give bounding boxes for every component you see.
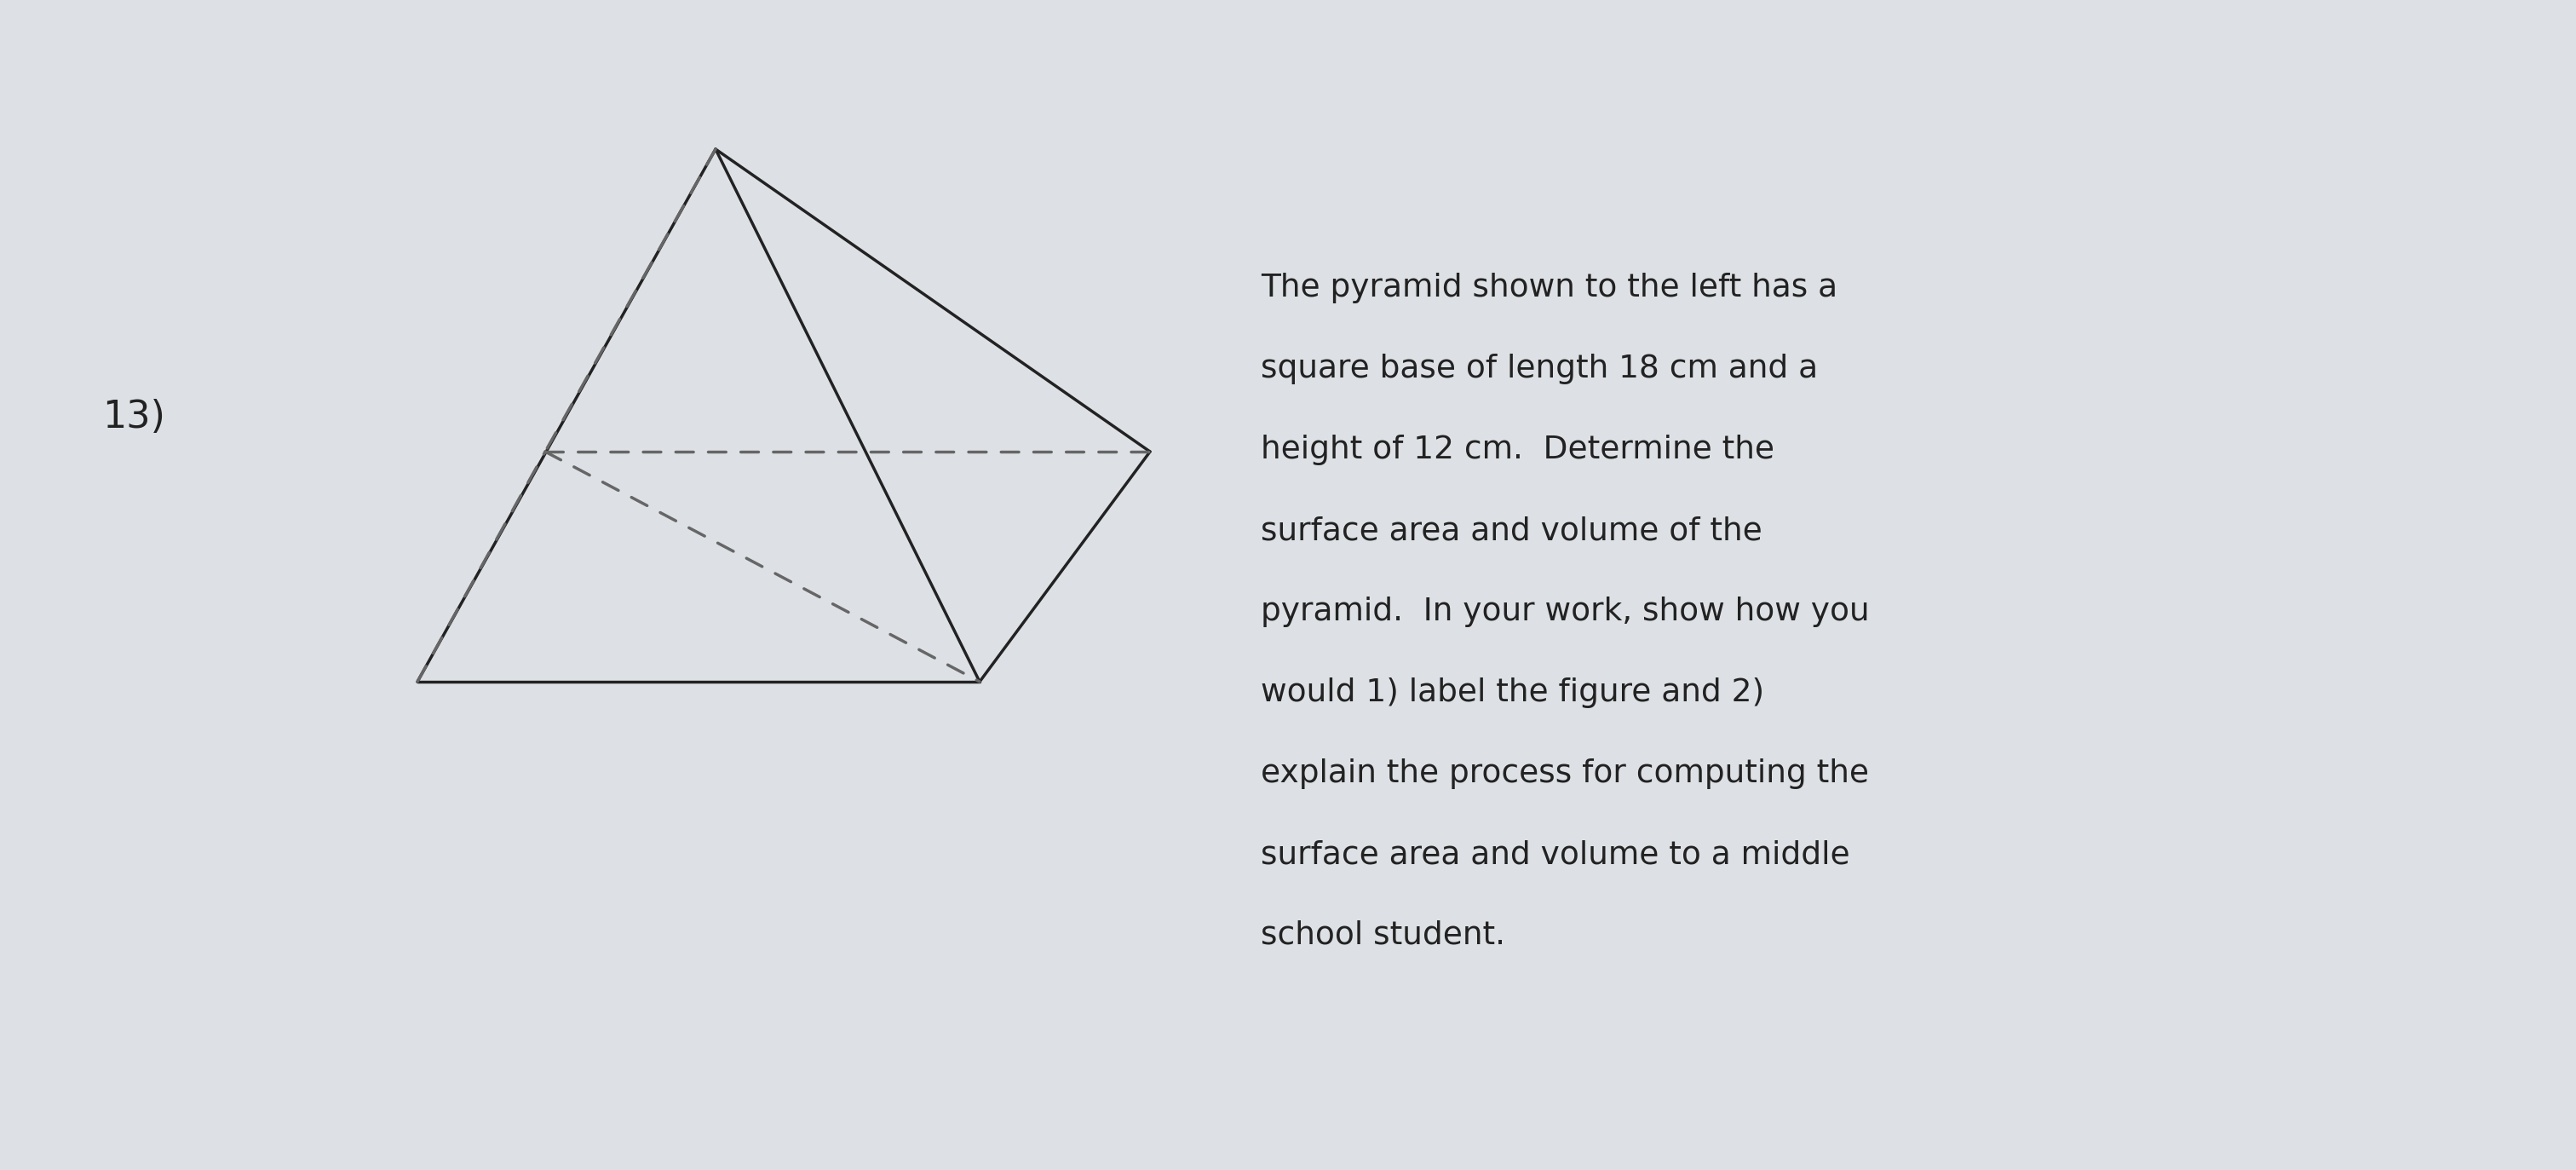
Text: pyramid.  In your work, show how you: pyramid. In your work, show how you: [1260, 597, 1870, 627]
Text: 13): 13): [103, 399, 165, 436]
Text: would 1) label the figure and 2): would 1) label the figure and 2): [1260, 677, 1765, 708]
Text: surface area and volume to a middle: surface area and volume to a middle: [1260, 839, 1850, 870]
Text: explain the process for computing the: explain the process for computing the: [1260, 758, 1870, 789]
Text: The pyramid shown to the left has a: The pyramid shown to the left has a: [1260, 273, 1837, 303]
Text: square base of length 18 cm and a: square base of length 18 cm and a: [1260, 353, 1819, 384]
Text: height of 12 cm.  Determine the: height of 12 cm. Determine the: [1260, 434, 1775, 466]
Text: surface area and volume of the: surface area and volume of the: [1260, 516, 1762, 546]
Text: school student.: school student.: [1260, 921, 1504, 951]
